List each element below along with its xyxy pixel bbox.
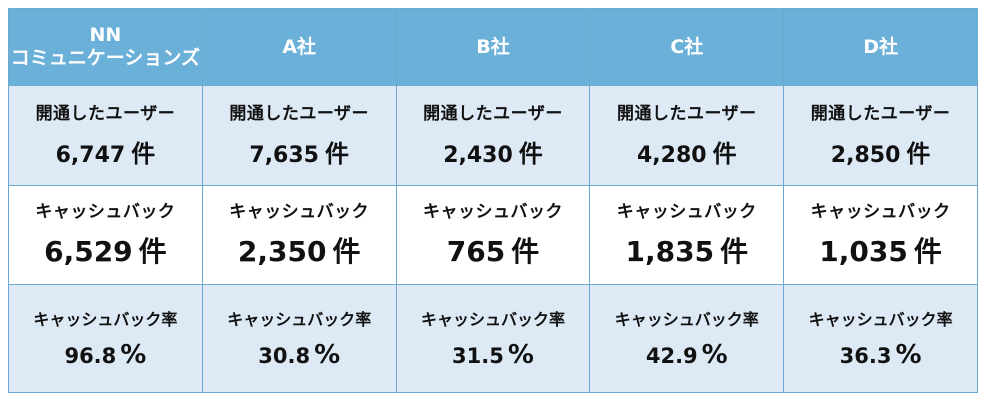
opened-unit: 件: [131, 140, 156, 168]
cashback-unit: 件: [720, 235, 749, 268]
opened-label: 開通したユーザー: [616, 104, 757, 124]
rate-unit: %: [314, 339, 341, 370]
rate-unit: %: [120, 339, 147, 370]
header-cell-b: B社: [395, 8, 591, 86]
opened-unit: 件: [712, 140, 737, 168]
rate-label: キャッシュバック率: [227, 309, 372, 329]
rate-unit: %: [507, 339, 534, 370]
rate-number: 96.8: [64, 343, 117, 368]
opened-number: 7,635: [249, 143, 319, 168]
opened-value: 4,280 件: [590, 134, 783, 169]
rate-unit: %: [701, 339, 728, 370]
rate-cell-nn: キャッシュバック率 96.8%: [8, 284, 203, 393]
cashback-value: 2,350 件: [203, 230, 396, 270]
opened-cell-b: 開通したユーザー 2,430 件: [395, 85, 591, 186]
header-row: NN コミュニケーションズ A社 B社 C社 D社: [8, 8, 978, 86]
rate-value: 31.5%: [397, 340, 590, 370]
rate-cell-a: キャッシュバック率 30.8%: [201, 284, 397, 393]
cashback-label: キャッシュバック: [229, 202, 370, 222]
cashback-value: 6,529 件: [9, 230, 202, 270]
rate-label: キャッシュバック率: [33, 309, 178, 329]
cashback-unit: 件: [511, 235, 540, 268]
rate-label: キャッシュバック率: [808, 309, 953, 329]
rate-number: 30.8: [258, 343, 311, 368]
cashback-label: キャッシュバック: [422, 202, 563, 222]
opened-cell-a: 開通したユーザー 7,635 件: [201, 85, 397, 186]
cashback-value: 765 件: [397, 230, 590, 270]
cashback-number: 6,529: [44, 235, 133, 268]
cashback-number: 1,035: [819, 235, 908, 268]
opened-unit: 件: [518, 140, 543, 168]
opened-number: 6,747: [55, 143, 126, 168]
rate-label: キャッシュバック率: [420, 309, 565, 329]
rate-cell-d: キャッシュバック率 36.3%: [783, 284, 978, 393]
cashback-label: キャッシュバック: [810, 202, 951, 222]
opened-value: 7,635 件: [203, 134, 396, 169]
opened-unit: 件: [324, 140, 349, 168]
cashback-cell-b: キャッシュバック 765 件: [395, 185, 591, 285]
rate-value: 36.3%: [784, 340, 977, 370]
cashback-cell-d: キャッシュバック 1,035 件: [783, 185, 978, 285]
opened-value: 6,747 件: [9, 134, 202, 169]
opened-value: 2,430 件: [397, 134, 590, 169]
opened-users-row: 開通したユーザー 6,747 件 開通したユーザー 7,635 件 開通したユーザー…: [8, 85, 978, 186]
cashback-number: 2,350: [237, 235, 327, 268]
rate-label: キャッシュバック率: [614, 309, 759, 329]
opened-label: 開通したユーザー: [35, 104, 176, 124]
cashback-number: 1,835: [625, 235, 715, 268]
opened-number: 2,850: [830, 143, 901, 168]
opened-number: 2,430: [443, 143, 513, 168]
cashback-unit: 件: [332, 235, 361, 268]
opened-value: 2,850 件: [784, 134, 977, 169]
rate-number: 42.9: [645, 343, 698, 368]
cashback-rate-row: キャッシュバック率 96.8% キャッシュバック率 30.8% キャッシュバック…: [8, 284, 978, 393]
header-cell-c: C社: [589, 8, 785, 86]
opened-number: 4,280: [636, 143, 707, 168]
cashback-number: 765: [446, 235, 506, 268]
rate-number: 31.5: [452, 343, 504, 368]
opened-cell-nn: 開通したユーザー 6,747 件: [8, 85, 203, 186]
cashback-value: 1,835 件: [590, 230, 783, 270]
opened-label: 開通したユーザー: [423, 104, 563, 124]
cashback-unit: 件: [138, 235, 167, 268]
opened-label: 開通したユーザー: [810, 104, 951, 124]
header-cell-a: A社: [201, 8, 397, 86]
opened-cell-c: 開通したユーザー 4,280 件: [589, 85, 785, 186]
opened-cell-d: 開通したユーザー 2,850 件: [783, 85, 978, 186]
rate-value: 30.8%: [203, 340, 396, 370]
rate-cell-c: キャッシュバック率 42.9%: [589, 284, 785, 393]
rate-cell-b: キャッシュバック率 31.5%: [395, 284, 591, 393]
rate-unit: %: [895, 339, 922, 370]
opened-unit: 件: [906, 140, 931, 168]
cashback-label: キャッシュバック: [616, 202, 757, 222]
cashback-cell-a: キャッシュバック 2,350 件: [201, 185, 397, 285]
cashback-cell-nn: キャッシュバック 6,529 件: [8, 185, 203, 285]
cashback-label: キャッシュバック: [35, 202, 176, 222]
cashback-count-row: キャッシュバック 6,529 件 キャッシュバック 2,350 件 キャッシュバック…: [8, 185, 978, 285]
header-cell-nn: NN コミュニケーションズ: [8, 8, 203, 86]
header-nn-line1: NN: [89, 24, 122, 46]
rate-number: 36.3: [839, 343, 892, 368]
opened-label: 開通したユーザー: [229, 104, 370, 124]
header-cell-d: D社: [783, 8, 978, 86]
cashback-comparison-table: NN コミュニケーションズ A社 B社 C社 D社 開通したユーザー 6,747…: [8, 8, 978, 393]
cashback-cell-c: キャッシュバック 1,835 件: [589, 185, 785, 285]
rate-value: 42.9%: [590, 340, 783, 370]
rate-value: 96.8%: [9, 340, 202, 370]
cashback-unit: 件: [913, 235, 942, 268]
cashback-value: 1,035 件: [784, 230, 977, 270]
header-nn-line2: コミュニケーションズ: [10, 47, 201, 69]
